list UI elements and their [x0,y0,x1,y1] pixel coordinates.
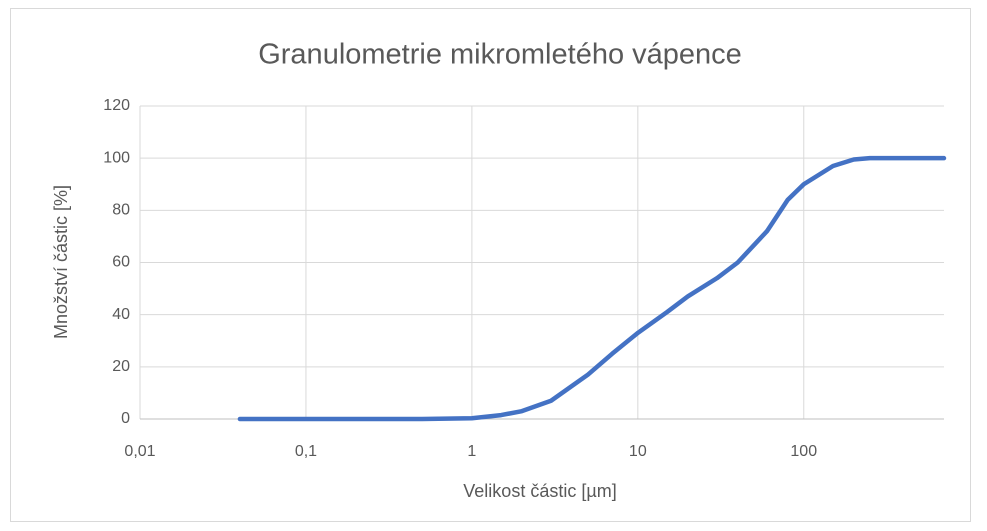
x-tick-label: 0,01 [124,443,155,460]
chart-border [10,8,971,522]
y-tick-label: 100 [103,149,130,166]
y-tick-label: 0 [121,410,130,427]
x-tick-label: 10 [629,443,647,460]
x-tick-label: 100 [790,443,817,460]
y-tick-label: 80 [112,202,130,219]
chart-title: Granulometrie mikromletého vápence [258,39,742,71]
y-tick-label: 120 [103,97,130,114]
data-line [237,155,947,422]
x-tick-label: 0,1 [295,443,317,460]
x-axis-label: Velikost částic [µm] [463,481,616,501]
x-tick-label: 1 [467,443,476,460]
y-tick-label: 60 [112,254,130,271]
y-tick-label: 40 [112,306,130,323]
y-axis-label: Množství částic [%] [51,185,71,339]
y-tick-label: 20 [112,358,130,375]
